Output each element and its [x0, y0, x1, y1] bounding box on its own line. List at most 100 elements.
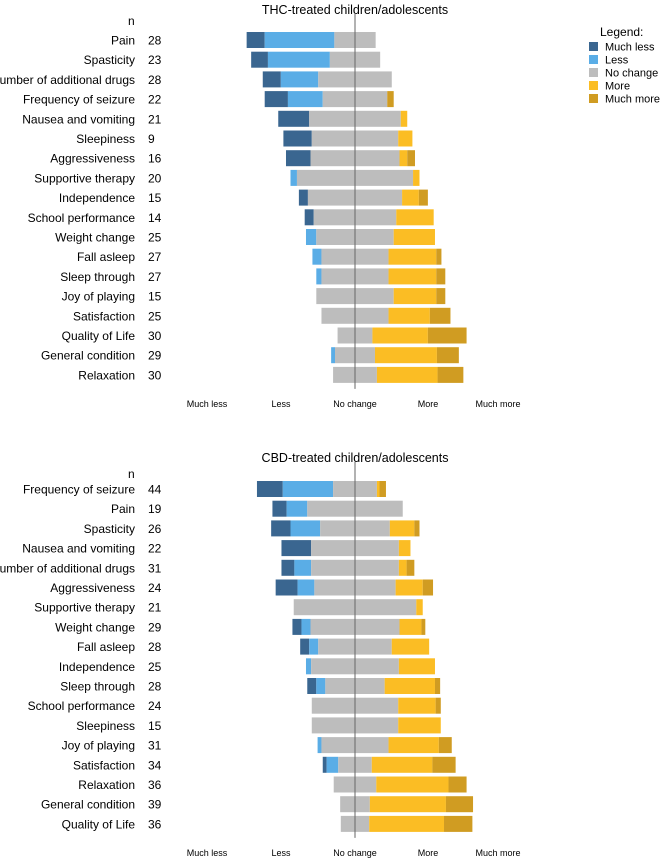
category-label: Independence [59, 660, 135, 674]
bar-relaxation-much-more [437, 366, 464, 383]
category-n-value: 36 [148, 817, 162, 831]
category-n-value: 9 [148, 132, 155, 146]
bar-nausea-and-vomiting-much-less [278, 110, 310, 127]
bar-frequency-of-seizure-much-less [256, 481, 283, 497]
category-label: Joy of playing [62, 739, 135, 753]
bar-number-of-additional-drugs-much-more [406, 559, 415, 576]
category-label: Satisfaction [73, 758, 135, 772]
bar-frequency-of-seizure-much-more [387, 91, 394, 108]
bar-number-of-additional-drugs-much-less [262, 71, 281, 88]
bar-quality-of-life-more [372, 327, 428, 344]
bar-sleep-through-much-less [307, 678, 317, 694]
category-label: Relaxation [78, 778, 135, 792]
bar-spasticity-much-more [414, 520, 420, 537]
bar-sleepiness-more [398, 130, 413, 147]
category-n-value: 34 [148, 758, 162, 772]
category-label: Sleep through [60, 270, 135, 284]
bar-weight-change-much-less [292, 618, 302, 635]
bar-satisfaction-much-less [322, 756, 327, 773]
bar-joy-of-playing-much-more [438, 737, 452, 754]
legend-swatch-much-more [589, 94, 598, 103]
bar-weight-change-more [399, 618, 422, 635]
bar-school-performance-more [396, 209, 434, 226]
bar-aggressiveness-much-more [407, 150, 415, 167]
x-tick-label-less: Less [271, 399, 291, 409]
category-label: Weight change [55, 620, 135, 634]
bar-spasticity-more [389, 520, 415, 537]
bar-independence-more [402, 189, 419, 206]
bar-weight-change-less [305, 229, 317, 245]
bar-sleep-through-less [316, 678, 326, 694]
bar-satisfaction-much-more [432, 756, 456, 773]
bar-weight-change-much-more [421, 618, 426, 635]
bar-frequency-of-seizure-much-less [264, 91, 288, 108]
category-label: Spasticity [84, 53, 135, 67]
category-n-value: 27 [148, 250, 162, 264]
category-n-value: 31 [148, 561, 162, 575]
bar-independence-more [398, 658, 435, 675]
category-label: Nausea and vomiting [22, 542, 135, 556]
thc-panel: THC-treated children/adolescents n Pain 28 S… [0, 3, 521, 409]
bar-general-condition-less [331, 347, 335, 364]
bar-general-condition-much-more [436, 347, 459, 364]
cbd-panel: CBD-treated children/adolescents n Frequen… [0, 451, 521, 858]
x-tick-label-much-less: Much less [187, 399, 228, 409]
bar-number-of-additional-drugs-less [294, 559, 312, 576]
legend-label-much-less: Much less [605, 42, 655, 54]
bar-frequency-of-seizure-less [287, 91, 323, 108]
category-n-value: 19 [148, 502, 162, 516]
bar-aggressiveness-more [399, 150, 408, 167]
bar-pain-much-less [272, 500, 287, 517]
category-n-value: 39 [148, 798, 162, 812]
category-n-value: 23 [148, 53, 162, 67]
bar-satisfaction-more [388, 307, 430, 324]
category-n-value: 27 [148, 270, 162, 284]
bar-aggressiveness-much-more [422, 579, 434, 596]
category-n-value: 15 [148, 719, 162, 733]
legend-swatch-less [589, 55, 598, 64]
x-tick-label-much-less: Much less [187, 848, 228, 858]
category-label: Frequency of seizure [23, 93, 135, 107]
x-tick-label-no-change: No change [333, 848, 377, 858]
bar-relaxation-more [376, 776, 449, 793]
x-tick-label-more: More [418, 399, 439, 409]
bar-fall-asleep-more [391, 638, 430, 655]
bar-spasticity-much-less [271, 520, 291, 537]
bar-sleepiness-more [398, 717, 441, 734]
x-tick-label-much-more: Much more [475, 399, 520, 409]
category-n-value: 29 [148, 620, 162, 634]
bar-fall-asleep-less [309, 638, 319, 655]
n-column-header: n [128, 14, 135, 28]
bar-sleep-through-more [384, 678, 435, 694]
category-n-value: 15 [148, 191, 162, 205]
category-label: Fall asleep [77, 640, 135, 654]
bar-frequency-of-seizure-much-more [379, 481, 386, 497]
category-n-value: 21 [148, 112, 162, 126]
x-tick-label-much-more: Much more [475, 848, 520, 858]
bar-spasticity-much-less [251, 51, 268, 68]
bar-sleep-through-less [316, 268, 322, 285]
bar-spasticity-less [290, 520, 321, 537]
category-n-value: 25 [148, 309, 162, 323]
bar-frequency-of-seizure-more [376, 481, 380, 497]
legend-label-more: More [605, 81, 630, 93]
legend-swatch-no-change [589, 68, 598, 77]
bar-sleep-through-much-more [434, 678, 441, 694]
category-n-value: 15 [148, 290, 162, 304]
bar-fall-asleep-more [388, 248, 437, 265]
category-label: Aggressiveness [50, 152, 135, 166]
category-label: Pain [111, 34, 135, 48]
bar-supportive-therapy-more [416, 599, 423, 616]
category-label: School performance [28, 211, 136, 225]
x-tick-label-more: More [418, 848, 439, 858]
category-n-value: 26 [148, 522, 162, 536]
x-tick-label-less: Less [271, 848, 291, 858]
bar-satisfaction-much-more [429, 307, 451, 324]
category-label: Joy of playing [62, 290, 135, 304]
bar-nausea-and-vomiting-more [400, 110, 408, 127]
bar-fall-asleep-less [312, 248, 322, 265]
bar-fall-asleep-much-less [300, 638, 310, 655]
category-label: Number of additional drugs [0, 561, 135, 575]
legend-label-less: Less [605, 55, 629, 67]
